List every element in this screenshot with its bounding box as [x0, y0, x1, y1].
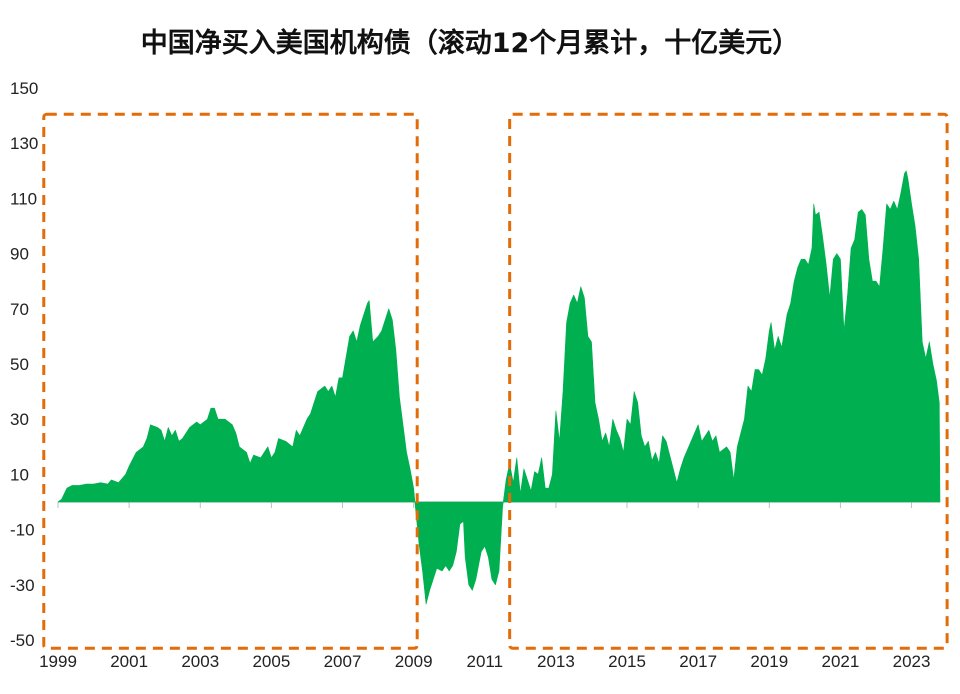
x-tick-label: 2011	[466, 652, 503, 671]
x-tick-label: 2009	[395, 652, 433, 671]
x-axis: 1999 2001 2003 2005 2007 2009 2011 2013 2015 2017…	[39, 502, 930, 671]
y-tick-label: 70	[10, 300, 29, 319]
x-tick-label: 2001	[110, 652, 148, 671]
area-series	[57, 170, 941, 605]
y-axis: 150 130 110 90 70 50 30 10 -10 -30 -50	[10, 79, 38, 650]
x-tick-label: 2007	[324, 652, 362, 671]
y-tick-label: 90	[10, 245, 29, 264]
x-tick-label: 1999	[39, 652, 77, 671]
y-tick-label: 130	[10, 134, 38, 153]
x-tick-label: 2023	[893, 652, 931, 671]
chart-title: 中国净买入美国机构债（滚动12个月累计，十亿美元）	[141, 27, 800, 59]
y-tick-label: -50	[10, 631, 35, 650]
highlight-box-1	[42, 112, 419, 650]
plot-area	[57, 170, 941, 605]
x-tick-label: 2003	[181, 652, 219, 671]
x-tick-label: 2015	[608, 652, 646, 671]
y-tick-label: 150	[10, 79, 38, 98]
highlight-box-2	[508, 112, 949, 650]
y-tick-label: 10	[10, 465, 29, 484]
x-tick-label: 2013	[537, 652, 575, 671]
y-tick-label: -10	[10, 521, 35, 540]
y-tick-label: 50	[10, 355, 29, 374]
x-tick-label: 2021	[822, 652, 860, 671]
annotations	[42, 112, 949, 650]
y-tick-label: -30	[10, 576, 35, 595]
x-tick-label: 2017	[679, 652, 717, 671]
x-tick-label: 2005	[252, 652, 290, 671]
y-tick-label: 30	[10, 410, 29, 429]
y-tick-label: 110	[10, 189, 37, 208]
x-tick-label: 2019	[750, 652, 788, 671]
